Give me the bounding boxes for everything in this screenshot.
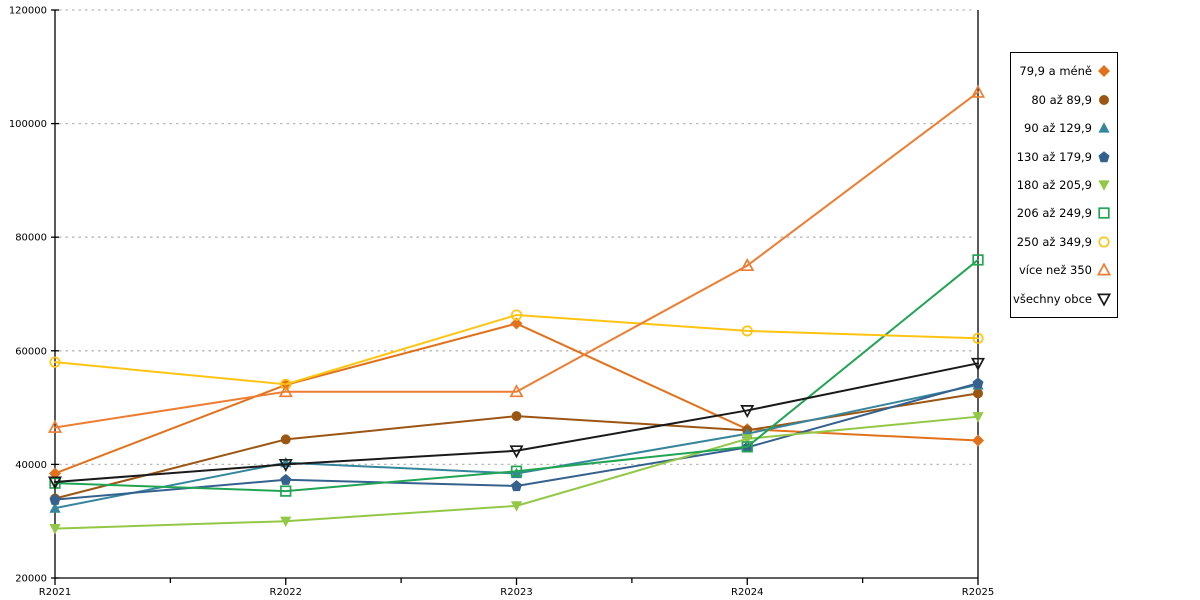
legend-label: všechny obce (1013, 291, 1092, 306)
diamond-marker-icon (1098, 65, 1110, 78)
triangle-down-open-marker-icon (1097, 293, 1111, 306)
circle-marker-icon (1099, 94, 1109, 105)
legend-item: 130 až 179,9 (1017, 150, 1111, 164)
legend-item: 250 až 349,9 (1017, 235, 1111, 249)
legend-label: 80 až 89,9 (1031, 92, 1092, 107)
legend-label: 90 až 129,9 (1024, 121, 1092, 136)
legend: 79,9 a méně 80 až 89,9 90 až 129,9 130 a… (1010, 52, 1118, 318)
svg-text:R2024: R2024 (731, 587, 763, 598)
pentagon-marker-icon (1098, 150, 1110, 162)
svg-text:20000: 20000 (15, 574, 47, 585)
legend-item: všechny obce (1013, 292, 1111, 306)
legend-item: 180 až 205,9 (1017, 178, 1111, 192)
square-open-marker-icon (1098, 207, 1110, 220)
legend-label: 206 až 249,9 (1016, 206, 1092, 221)
svg-text:40000: 40000 (15, 460, 47, 471)
legend-item: 79,9 a méně (1017, 64, 1111, 78)
legend-label: 250 až 349,9 (1016, 234, 1092, 249)
circle-open-marker-icon (1098, 236, 1110, 248)
legend-label: 180 až 205,9 (1016, 177, 1092, 192)
legend-item: více než 350 (1017, 263, 1111, 277)
legend-item: 90 až 129,9 (1017, 121, 1111, 135)
legend-item: 80 až 89,9 (1017, 93, 1111, 107)
legend-label: 130 až 179,9 (1016, 149, 1092, 164)
svg-text:R2022: R2022 (270, 587, 302, 598)
svg-text:R2023: R2023 (500, 587, 532, 598)
legend-item: 206 až 249,9 (1017, 206, 1111, 220)
svg-text:80000: 80000 (15, 233, 47, 244)
legend-label: 79,9 a méně (1019, 64, 1092, 79)
svg-text:100000: 100000 (9, 119, 47, 130)
svg-text:120000: 120000 (9, 6, 47, 17)
legend-label: více než 350 (1018, 263, 1092, 278)
svg-text:R2021: R2021 (39, 587, 71, 598)
triangle-up-marker-icon (1098, 122, 1110, 133)
triangle-down-marker-icon (1098, 180, 1110, 191)
svg-text:R2025: R2025 (962, 587, 994, 598)
triangle-up-open-marker-icon (1097, 263, 1111, 276)
svg-text:60000: 60000 (15, 346, 47, 357)
